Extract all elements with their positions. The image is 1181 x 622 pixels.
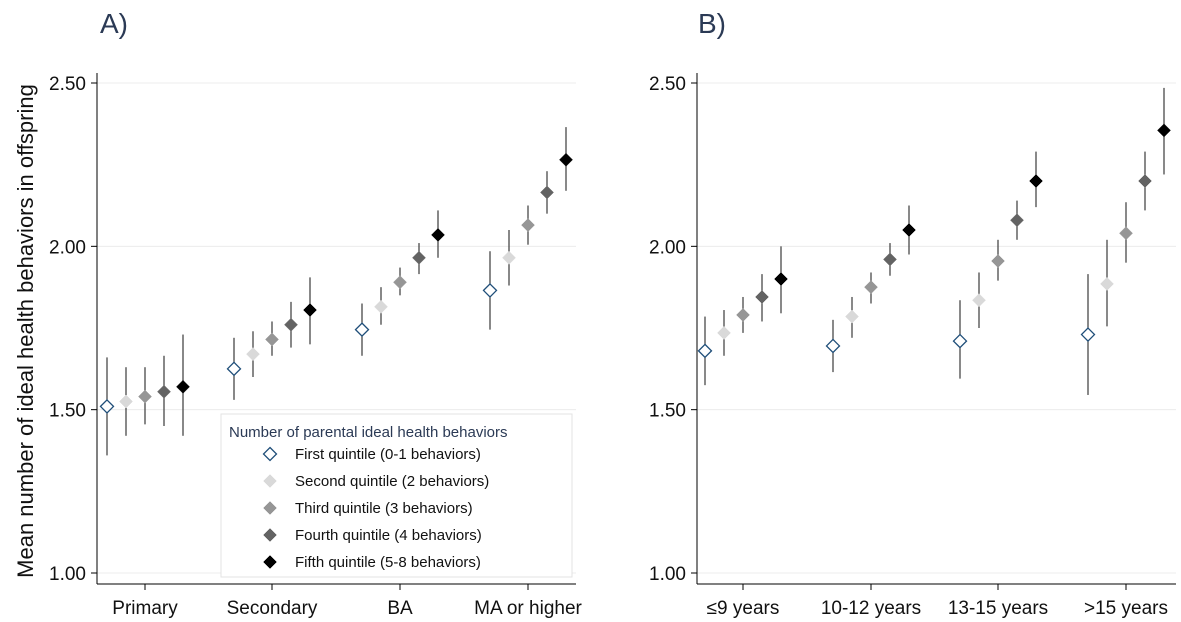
data-point xyxy=(697,343,713,359)
data-point xyxy=(502,250,516,265)
data-point xyxy=(431,228,445,242)
x-tick-label: 13-15 years xyxy=(948,598,1048,619)
data-point xyxy=(736,308,750,322)
x-ticks: ≤9 years 10-12 years 13-15 years >15 years xyxy=(707,584,1168,619)
y-axis-label: Mean number of ideal health behaviors in… xyxy=(13,84,38,578)
legend-marker xyxy=(263,555,277,569)
data-point xyxy=(119,394,133,409)
x-tick-label: >15 years xyxy=(1084,598,1168,619)
data-point xyxy=(845,309,859,324)
data-point xyxy=(284,317,298,332)
legend: Number of parental ideal health behavior… xyxy=(220,413,573,578)
data-marks xyxy=(99,127,573,456)
data-point xyxy=(902,223,916,237)
data-point xyxy=(246,347,260,361)
data-point xyxy=(303,303,317,317)
data-point xyxy=(952,333,968,349)
y-tick-label: 1.50 xyxy=(649,401,686,422)
data-point xyxy=(972,293,986,308)
x-tick-label: 10-12 years xyxy=(821,598,921,619)
data-point xyxy=(1100,277,1114,291)
y-tick-label: 2.50 xyxy=(649,74,686,95)
y-ticks: 1.00 1.50 2.00 2.50 xyxy=(649,74,697,585)
y-tick-label: 1.50 xyxy=(49,401,86,422)
data-point xyxy=(354,322,370,338)
legend-entry-label: Second quintile (2 behaviors) xyxy=(295,473,489,490)
data-point xyxy=(1138,174,1152,188)
panel-label: A) xyxy=(100,8,128,39)
legend-items: First quintile (0-1 behaviors) Second qui… xyxy=(262,446,489,571)
y-tick-label: 1.00 xyxy=(49,564,86,585)
y-tick-label: 1.00 xyxy=(649,564,686,585)
data-point xyxy=(1119,226,1133,241)
data-point xyxy=(393,275,407,290)
legend-marker xyxy=(263,474,277,488)
data-point xyxy=(1029,174,1043,188)
y-tick-label: 2.00 xyxy=(49,237,86,258)
legend-marker xyxy=(263,501,277,515)
data-marks xyxy=(697,87,1171,395)
x-tick-label: BA xyxy=(387,598,413,619)
data-point xyxy=(412,250,426,265)
x-tick-label: ≤9 years xyxy=(707,598,780,619)
data-point xyxy=(883,252,897,267)
y-tick-label: 2.00 xyxy=(649,237,686,258)
y-tick-label: 2.50 xyxy=(49,74,86,95)
legend-entry-label: Fifth quintile (5-8 behaviors) xyxy=(295,554,481,571)
data-point xyxy=(226,361,242,377)
x-tick-label: Secondary xyxy=(227,598,318,619)
x-tick-label: Primary xyxy=(112,598,178,619)
data-point xyxy=(755,290,769,304)
data-point xyxy=(559,152,573,167)
legend-box xyxy=(220,413,573,578)
data-point xyxy=(825,338,841,354)
data-point xyxy=(157,384,171,399)
data-point xyxy=(540,185,554,200)
legend-marker xyxy=(263,528,277,542)
data-point xyxy=(138,389,152,404)
data-point xyxy=(774,272,788,286)
data-point xyxy=(99,398,115,414)
panel-a: A) 1.00 1.50 2.00 2.50 Primary Secondary BA MA… xyxy=(49,8,583,619)
gridlines xyxy=(697,82,1176,574)
legend-entry-label: First quintile (0-1 behaviors) xyxy=(295,446,481,463)
legend-title: Number of parental ideal health behavior… xyxy=(229,424,508,441)
data-point xyxy=(1157,123,1171,138)
data-point xyxy=(864,280,878,295)
data-point xyxy=(482,283,498,298)
data-point xyxy=(1080,327,1096,342)
legend-entry-label: Third quintile (3 behaviors) xyxy=(295,500,473,517)
legend-marker xyxy=(262,446,278,462)
data-point xyxy=(717,326,731,340)
x-tick-label: MA or higher xyxy=(474,598,582,619)
panel-label: B) xyxy=(698,8,726,39)
x-ticks: Primary Secondary BA MA or higher xyxy=(112,584,583,619)
data-point xyxy=(176,379,190,394)
data-point xyxy=(991,254,1005,268)
y-ticks: 1.00 1.50 2.00 2.50 xyxy=(49,74,97,585)
legend-entry-label: Fourth quintile (4 behaviors) xyxy=(295,527,482,544)
data-point xyxy=(374,299,388,314)
data-point xyxy=(1010,213,1024,228)
data-point xyxy=(265,332,279,347)
panel-b: B) 1.00 1.50 2.00 2.50 ≤9 years 10-12 years 1… xyxy=(649,8,1176,619)
data-point xyxy=(521,218,535,232)
